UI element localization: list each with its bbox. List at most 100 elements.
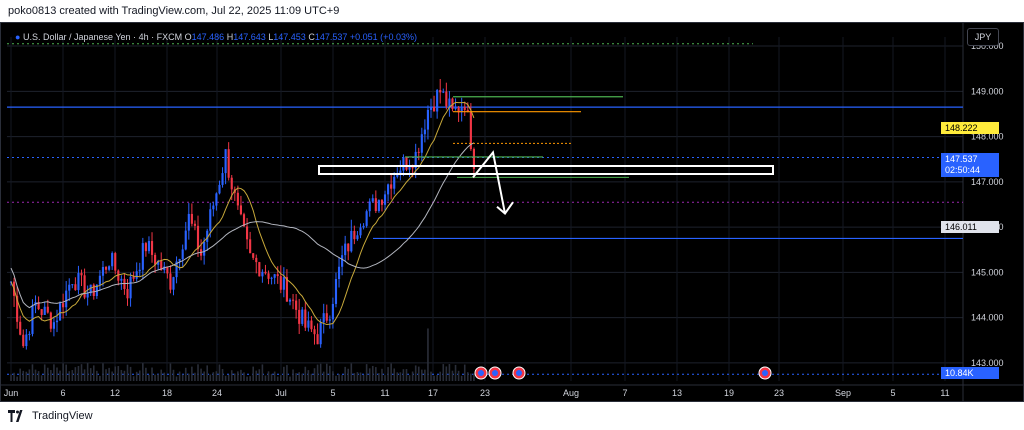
volume-bar — [221, 369, 224, 381]
volume-bar — [430, 371, 432, 381]
candle-body — [383, 194, 387, 205]
candle-body — [347, 243, 350, 252]
candle-body — [365, 211, 368, 226]
candle-body — [117, 270, 120, 281]
candle-body — [43, 306, 46, 315]
volume-bar — [246, 376, 248, 381]
candle-body — [310, 320, 313, 330]
candle-body — [255, 257, 258, 263]
volume-bar — [53, 364, 55, 381]
volume-bar — [43, 364, 46, 381]
candle-body — [144, 243, 147, 252]
candle-body — [267, 273, 270, 279]
volume-bar — [298, 372, 300, 381]
candle-body — [399, 170, 402, 175]
candle-body — [285, 277, 288, 302]
volume-bar — [338, 374, 340, 381]
candle-body — [120, 278, 123, 281]
candle-body — [132, 276, 135, 279]
volume-bar — [230, 370, 233, 381]
candle-body — [377, 200, 380, 211]
candle-body — [368, 201, 371, 212]
candle-body — [436, 90, 439, 112]
candle-body — [301, 309, 304, 324]
volume-bar — [154, 374, 156, 381]
candle-body — [454, 107, 457, 110]
candle-body — [212, 205, 215, 210]
candle-body — [337, 266, 341, 279]
candle-body — [154, 254, 157, 265]
volume-bar — [286, 365, 288, 381]
y-tick-label: 144.000 — [971, 313, 1004, 323]
volume-bar — [381, 368, 383, 381]
volume-bar — [427, 328, 429, 381]
volume-bar — [203, 371, 205, 381]
volume-bar — [194, 372, 196, 381]
volume-bar — [86, 363, 89, 381]
x-tick-label: 6 — [60, 388, 65, 398]
candle-body — [408, 166, 411, 170]
candle-body — [417, 151, 420, 153]
volume-bar — [313, 368, 316, 381]
volume-bar — [371, 365, 374, 381]
volume-bar — [37, 371, 40, 381]
volume-bar — [209, 374, 212, 381]
volume-bar — [332, 371, 334, 381]
candle-body — [273, 274, 276, 278]
currency-button[interactable]: JPY — [967, 28, 999, 46]
volume-bar — [396, 372, 399, 381]
candle-body — [445, 91, 448, 107]
candle-body — [65, 290, 68, 308]
volume-bar — [83, 369, 86, 381]
volume-bar — [439, 371, 442, 381]
candle-body — [451, 98, 454, 110]
volume-bar — [359, 372, 362, 381]
x-tick-label: Sep — [835, 388, 851, 398]
volume-bar — [96, 370, 98, 381]
candle-body — [52, 322, 55, 329]
candle-body — [206, 230, 209, 242]
x-tick-label: 7 — [622, 388, 627, 398]
candle-body — [359, 227, 362, 236]
volume-bar — [301, 373, 304, 381]
candle-body — [114, 253, 117, 271]
volume-bar — [405, 369, 408, 381]
change-value: +0.051 (+0.03%) — [349, 32, 417, 42]
volume-bar — [258, 369, 261, 381]
volume-bar — [111, 371, 113, 381]
candle-body — [325, 313, 328, 321]
volume-bar — [142, 363, 144, 381]
volume-bar — [470, 373, 472, 381]
volume-bar — [31, 364, 34, 381]
volume-bar — [184, 367, 187, 381]
candle-body — [402, 157, 405, 171]
volume-bar — [322, 371, 325, 381]
candle-body — [71, 284, 74, 286]
candle-body — [215, 193, 218, 206]
price-chart-svg[interactable]: 150.000149.000148.000147.000146.000145.0… — [1, 23, 1023, 401]
candle-body — [279, 276, 282, 290]
candle-body — [108, 266, 111, 270]
candle-body — [49, 312, 52, 329]
candle-body — [411, 166, 414, 169]
candle-body — [129, 276, 132, 299]
candle-body — [460, 106, 463, 113]
candle-body — [298, 309, 301, 324]
symbol-interval[interactable]: 4h — [138, 32, 149, 42]
candle-body — [172, 277, 175, 290]
volume-bar — [160, 369, 163, 381]
volume-bar — [249, 376, 251, 381]
candle-body — [307, 320, 310, 328]
volume-bar — [473, 373, 475, 381]
candle-body — [344, 243, 347, 256]
volume-bar — [19, 368, 21, 381]
candle-body — [227, 149, 230, 178]
volume-bar — [276, 376, 279, 381]
chart-pane[interactable]: 150.000149.000148.000147.000146.000145.0… — [0, 22, 1024, 402]
candle-body — [304, 309, 307, 328]
volume-bar — [243, 372, 245, 381]
volume-bar — [365, 364, 368, 381]
symbol-name[interactable]: U.S. Dollar / Japanese Yen — [22, 32, 131, 42]
candle-body — [288, 299, 292, 302]
volume-bar — [463, 364, 466, 381]
